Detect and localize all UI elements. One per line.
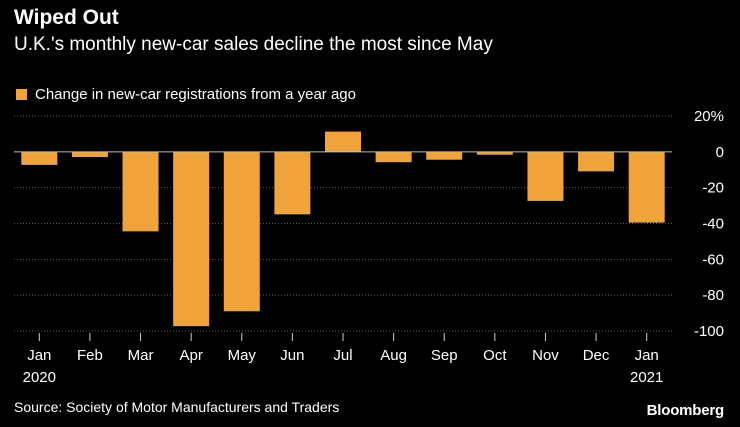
bar bbox=[122, 151, 159, 232]
chart-title: Wiped Out bbox=[14, 6, 119, 29]
bar bbox=[375, 151, 412, 163]
x-year-label: 2021 bbox=[630, 369, 663, 386]
bar bbox=[527, 151, 564, 201]
x-tick-label: Aug bbox=[380, 347, 407, 364]
y-tick-label: -60 bbox=[702, 251, 724, 268]
bar bbox=[173, 151, 210, 327]
x-year-label: 2020 bbox=[23, 369, 56, 386]
y-tick-label: -100 bbox=[694, 323, 724, 340]
x-tick-label: Sep bbox=[431, 347, 458, 364]
x-tick-label: Mar bbox=[128, 347, 154, 364]
bar bbox=[325, 131, 361, 152]
chart-subtitle: U.K.'s monthly new-car sales decline the… bbox=[14, 34, 493, 55]
y-tick-label: 20% bbox=[694, 108, 724, 125]
x-tick-label: Jan bbox=[27, 347, 51, 364]
x-tick-label: Jul bbox=[333, 347, 352, 364]
x-tick-label: May bbox=[228, 347, 257, 364]
x-tick-label: Jan bbox=[635, 347, 659, 364]
bar bbox=[21, 151, 58, 165]
bar bbox=[274, 151, 311, 215]
x-tick-label: Nov bbox=[532, 347, 559, 364]
y-tick-label: -80 bbox=[702, 287, 724, 304]
y-tick-label: -20 bbox=[702, 180, 724, 197]
bar bbox=[426, 151, 463, 160]
source-note: Source: Society of Motor Manufacturers a… bbox=[14, 399, 340, 415]
x-tick-label: Dec bbox=[583, 347, 610, 364]
bar bbox=[223, 151, 260, 312]
bar bbox=[476, 151, 513, 155]
legend-label: Change in new-car registrations from a y… bbox=[35, 86, 356, 103]
bar bbox=[71, 151, 108, 158]
bar bbox=[578, 151, 615, 172]
legend-swatch bbox=[16, 89, 27, 100]
y-tick-label: -40 bbox=[702, 216, 724, 233]
x-tick-label: Oct bbox=[483, 347, 507, 364]
bloomberg-logo: Bloomberg bbox=[646, 402, 725, 419]
y-tick-label: 0 bbox=[716, 144, 724, 161]
x-tick-label: Apr bbox=[179, 347, 202, 364]
x-tick-label: Jun bbox=[280, 347, 304, 364]
x-tick-label: Feb bbox=[77, 347, 103, 364]
legend: Change in new-car registrations from a y… bbox=[16, 86, 356, 103]
bar bbox=[628, 151, 665, 223]
